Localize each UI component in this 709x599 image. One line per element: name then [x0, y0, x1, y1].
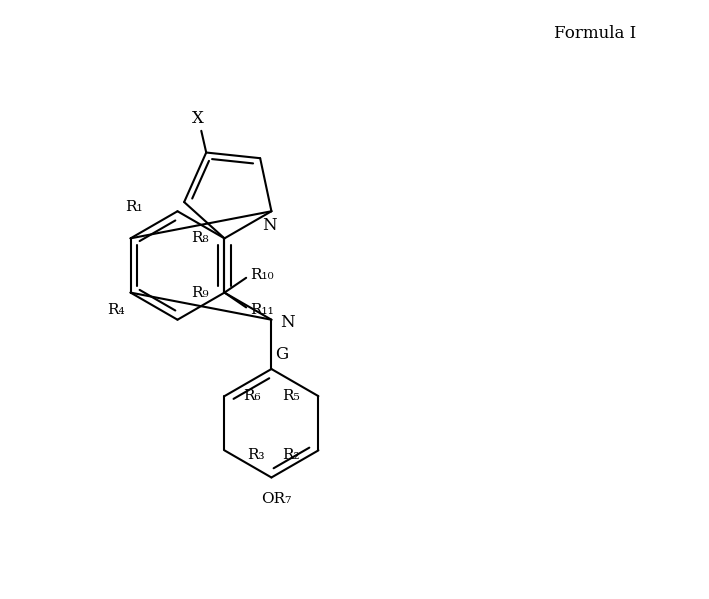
- Text: R₆: R₆: [243, 389, 261, 403]
- Text: N: N: [262, 217, 277, 234]
- Text: R₁₀: R₁₀: [250, 268, 274, 282]
- Text: G: G: [274, 346, 288, 363]
- Text: R₁₁: R₁₁: [250, 303, 274, 317]
- Text: OR₇: OR₇: [261, 492, 291, 506]
- Text: R₁: R₁: [125, 200, 143, 214]
- Text: R₄: R₄: [107, 303, 125, 317]
- Text: R₈: R₈: [191, 231, 208, 246]
- Text: N: N: [280, 314, 294, 331]
- Text: R₂: R₂: [282, 448, 300, 462]
- Text: X: X: [192, 110, 204, 128]
- Text: Formula I: Formula I: [554, 25, 636, 43]
- Text: R₉: R₉: [191, 286, 208, 300]
- Text: R₅: R₅: [282, 389, 300, 403]
- Text: R₃: R₃: [247, 448, 264, 462]
